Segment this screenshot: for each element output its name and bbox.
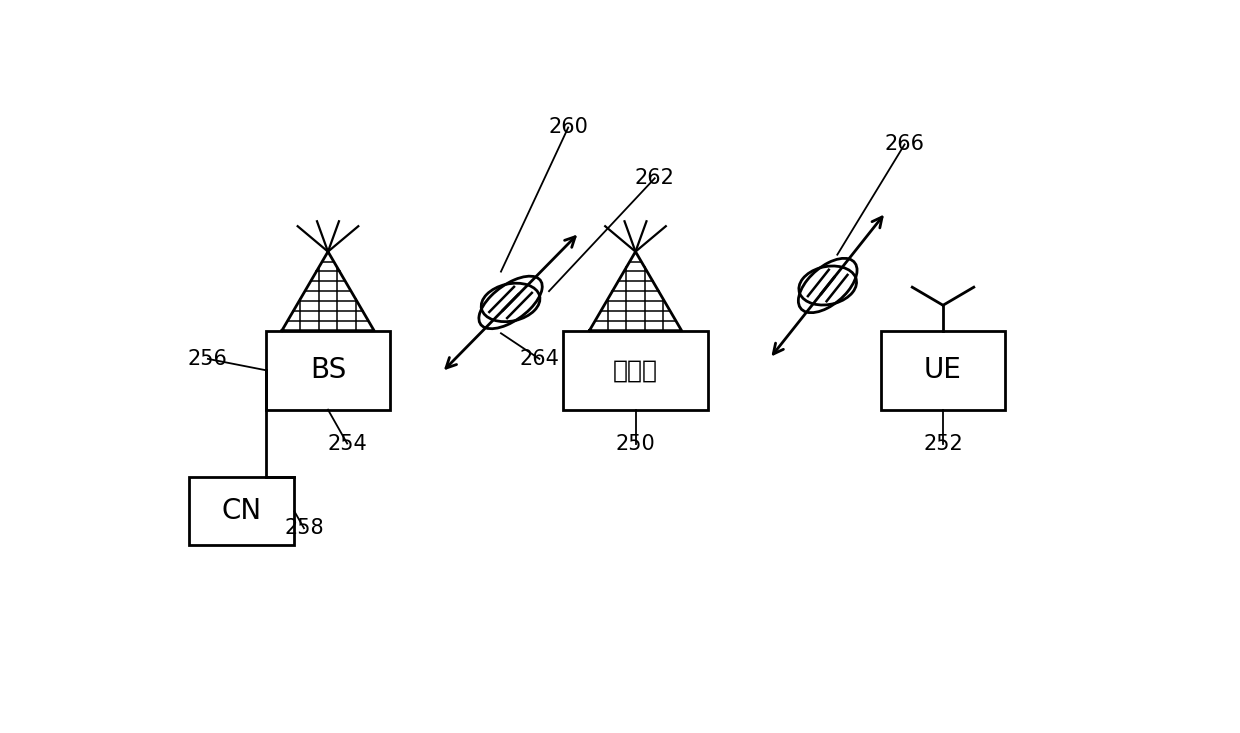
Text: 252: 252 xyxy=(923,433,963,454)
Text: 266: 266 xyxy=(884,134,925,155)
Bar xyxy=(265,331,391,410)
Text: CN: CN xyxy=(222,497,262,526)
Bar xyxy=(563,331,708,410)
Text: 264: 264 xyxy=(520,349,559,369)
Text: BS: BS xyxy=(310,356,346,384)
Text: 258: 258 xyxy=(284,518,324,538)
Bar xyxy=(188,477,294,545)
Bar xyxy=(880,331,1006,410)
Text: 262: 262 xyxy=(635,169,675,188)
Text: 250: 250 xyxy=(615,433,656,454)
Text: 260: 260 xyxy=(548,117,588,138)
Text: 中继站: 中继站 xyxy=(613,358,658,382)
Text: 256: 256 xyxy=(188,349,228,369)
Text: 254: 254 xyxy=(327,433,367,454)
Text: UE: UE xyxy=(924,356,962,384)
